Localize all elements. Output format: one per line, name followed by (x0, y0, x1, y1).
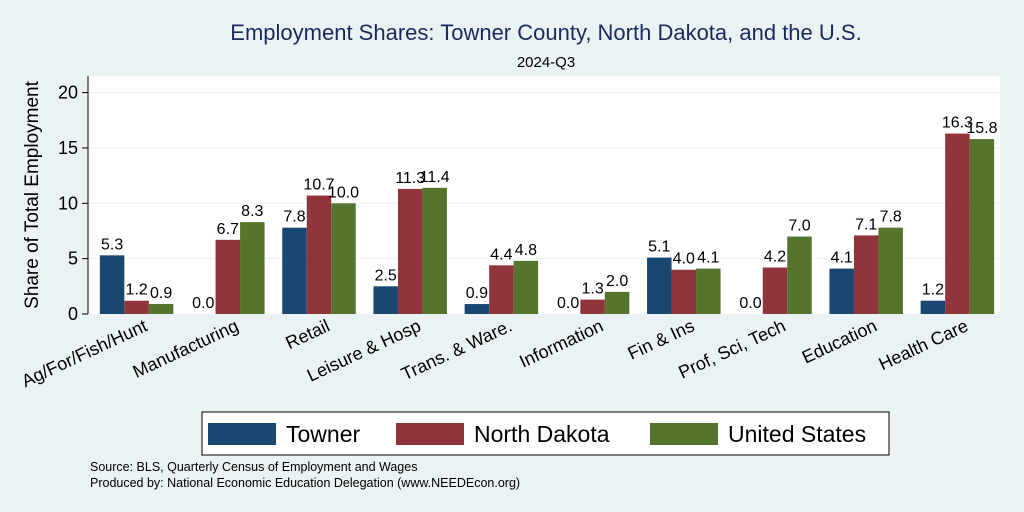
bar (124, 300, 149, 314)
data-label: 7.1 (855, 216, 877, 233)
legend-swatch (396, 423, 464, 445)
bar (513, 260, 539, 314)
legend-swatch (650, 423, 718, 445)
bar (148, 304, 174, 314)
data-label: 2.0 (606, 273, 628, 290)
bar (878, 227, 903, 314)
legend-label: United States (728, 421, 866, 447)
data-label: 1.2 (922, 282, 944, 299)
bar (397, 188, 423, 314)
chart-subtitle: 2024-Q3 (517, 54, 575, 71)
bars (99, 133, 995, 314)
data-label: 11.4 (420, 169, 450, 186)
category-label: Education (799, 315, 880, 367)
data-label: 4.2 (764, 249, 786, 266)
data-label: 5.3 (101, 236, 123, 253)
bar (853, 235, 879, 314)
data-label: 1.2 (125, 282, 147, 299)
data-labels: 5.31.2 0.90.06.78.3 7.810.710.02.511.311.4… (101, 115, 998, 312)
data-label: 0.0 (557, 295, 579, 312)
data-label: 4.1 (697, 250, 719, 267)
y-tick-label: 0 (68, 304, 78, 324)
bar (373, 286, 398, 314)
producer-note: Produced by: National Economic Education… (90, 476, 520, 490)
source-note: Source: BLS, Quarterly Census of Employm… (90, 460, 417, 474)
bar (671, 269, 697, 314)
y-tick-label: 5 (68, 249, 78, 269)
bar (762, 267, 788, 314)
legend: Towner North Dakota United States (208, 421, 866, 447)
bar (787, 236, 812, 314)
y-tick-label: 10 (58, 193, 78, 213)
bar (489, 265, 514, 314)
bar (604, 291, 630, 314)
data-label: 10.7 (303, 177, 334, 194)
bar (696, 268, 721, 314)
data-label: 0.0 (739, 295, 761, 312)
data-label: 15.8 (966, 120, 997, 137)
bar (969, 139, 995, 314)
bar (215, 239, 241, 314)
legend-label: Towner (286, 421, 360, 447)
data-label: 0.0 (192, 295, 214, 312)
bar (99, 255, 125, 314)
data-label: 16.3 (942, 115, 973, 132)
data-label: 4.1 (831, 250, 853, 267)
bar (945, 133, 970, 314)
y-tick-label: 15 (58, 138, 78, 158)
legend-swatch (208, 423, 276, 445)
bar (920, 300, 946, 314)
category-label: Health Care (876, 315, 972, 374)
category-label: Retail (283, 315, 333, 353)
bar (829, 268, 854, 314)
data-label: 10.0 (328, 184, 359, 201)
y-axis-ticks: 0 5 10 15 20 (58, 83, 88, 324)
data-label: 6.7 (217, 221, 239, 238)
data-label: 7.8 (283, 209, 305, 226)
data-label: 4.8 (515, 242, 537, 259)
data-label: 7.0 (788, 218, 810, 235)
data-label: 4.4 (490, 246, 512, 263)
data-label: 7.8 (880, 209, 902, 226)
data-label: 11.3 (395, 170, 425, 187)
bar (580, 299, 605, 314)
data-label: 8.3 (241, 203, 263, 220)
legend-box (201, 411, 890, 456)
data-label: 4.0 (673, 251, 695, 268)
category-label: Fin & Ins (625, 315, 698, 363)
bar (282, 227, 307, 314)
data-label: 2.5 (375, 267, 397, 284)
data-label: 1.3 (581, 281, 603, 298)
data-label: 0.9 (150, 285, 172, 302)
category-label: Information (516, 315, 606, 371)
y-tick-label: 20 (58, 83, 78, 103)
bar (240, 222, 265, 314)
bar (647, 257, 672, 314)
bar (306, 195, 332, 314)
category-label: Ag/For/Fish/Hunt (19, 315, 151, 391)
data-label: 0.9 (466, 285, 488, 302)
legend-label: North Dakota (474, 421, 610, 447)
data-label: 5.1 (648, 239, 670, 256)
bar (422, 187, 447, 314)
bar (331, 203, 356, 314)
chart-title: Employment Shares: Towner County, North … (230, 20, 861, 45)
bar (464, 304, 490, 314)
y-axis-label: Share of Total Employment (22, 80, 43, 308)
